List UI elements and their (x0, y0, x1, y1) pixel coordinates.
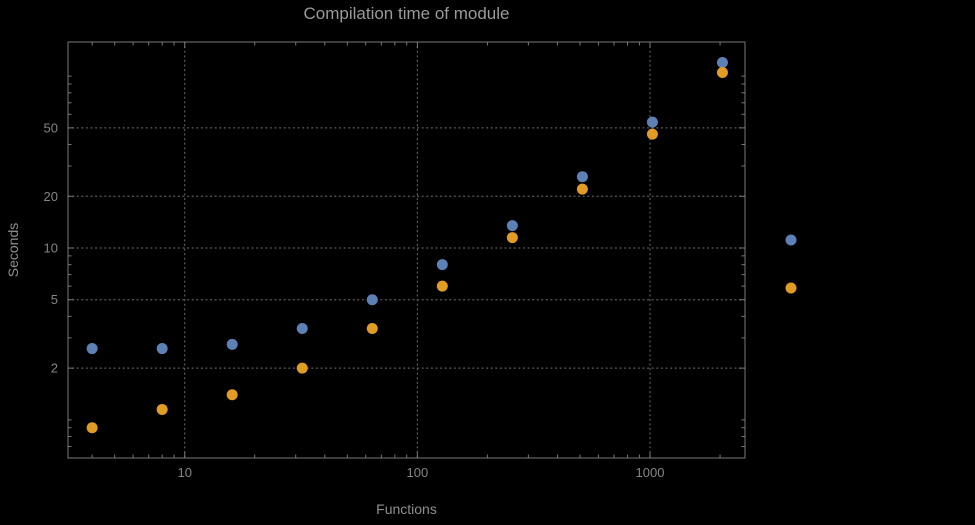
data-point-series-1 (716, 57, 728, 69)
data-point-series-2 (436, 280, 448, 292)
x-tick-label: 10 (177, 465, 191, 480)
data-point-series-2 (296, 362, 308, 374)
data-point-series-2 (366, 323, 378, 335)
data-point-series-1 (156, 343, 168, 355)
y-tick-label: 2 (51, 361, 58, 376)
legend-marker-series-1 (785, 234, 797, 246)
data-point-series-2 (226, 389, 238, 401)
x-axis-label: Functions (376, 501, 437, 517)
data-point-series-2 (716, 67, 728, 79)
x-tick-label: 1000 (636, 465, 665, 480)
data-point-series-1 (296, 323, 308, 335)
data-point-series-2 (506, 232, 518, 244)
data-point-series-1 (86, 343, 98, 355)
data-point-series-1 (366, 294, 378, 306)
data-point-series-2 (156, 403, 168, 415)
data-point-series-2 (576, 183, 588, 195)
data-point-series-2 (646, 128, 658, 140)
plot-frame (67, 41, 746, 459)
data-point-series-2 (86, 422, 98, 434)
legend-marker-series-2 (785, 282, 797, 294)
y-tick-label: 5 (51, 292, 58, 307)
y-tick-label: 10 (44, 241, 58, 256)
data-point-series-1 (576, 171, 588, 183)
chart-title: Compilation time of module (303, 4, 510, 23)
data-point-series-1 (226, 338, 238, 350)
y-tick-label: 20 (44, 189, 58, 204)
data-point-series-1 (436, 259, 448, 271)
y-tick-label: 50 (44, 120, 58, 135)
data-point-series-1 (646, 116, 658, 128)
data-point-series-1 (506, 220, 518, 232)
x-tick-label: 100 (407, 465, 429, 480)
